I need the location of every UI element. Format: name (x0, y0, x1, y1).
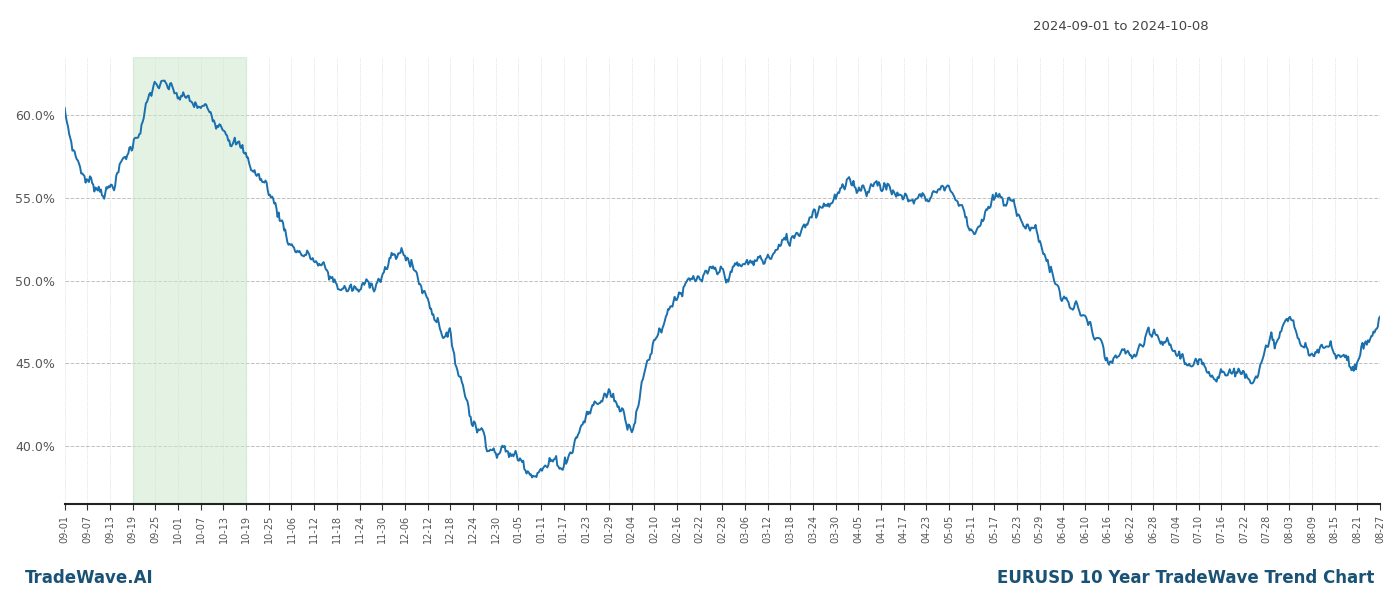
Text: TradeWave.AI: TradeWave.AI (25, 569, 154, 587)
Text: 2024-09-01 to 2024-10-08: 2024-09-01 to 2024-10-08 (1033, 20, 1208, 33)
Text: EURUSD 10 Year TradeWave Trend Chart: EURUSD 10 Year TradeWave Trend Chart (997, 569, 1375, 587)
Bar (133, 57, 246, 504)
